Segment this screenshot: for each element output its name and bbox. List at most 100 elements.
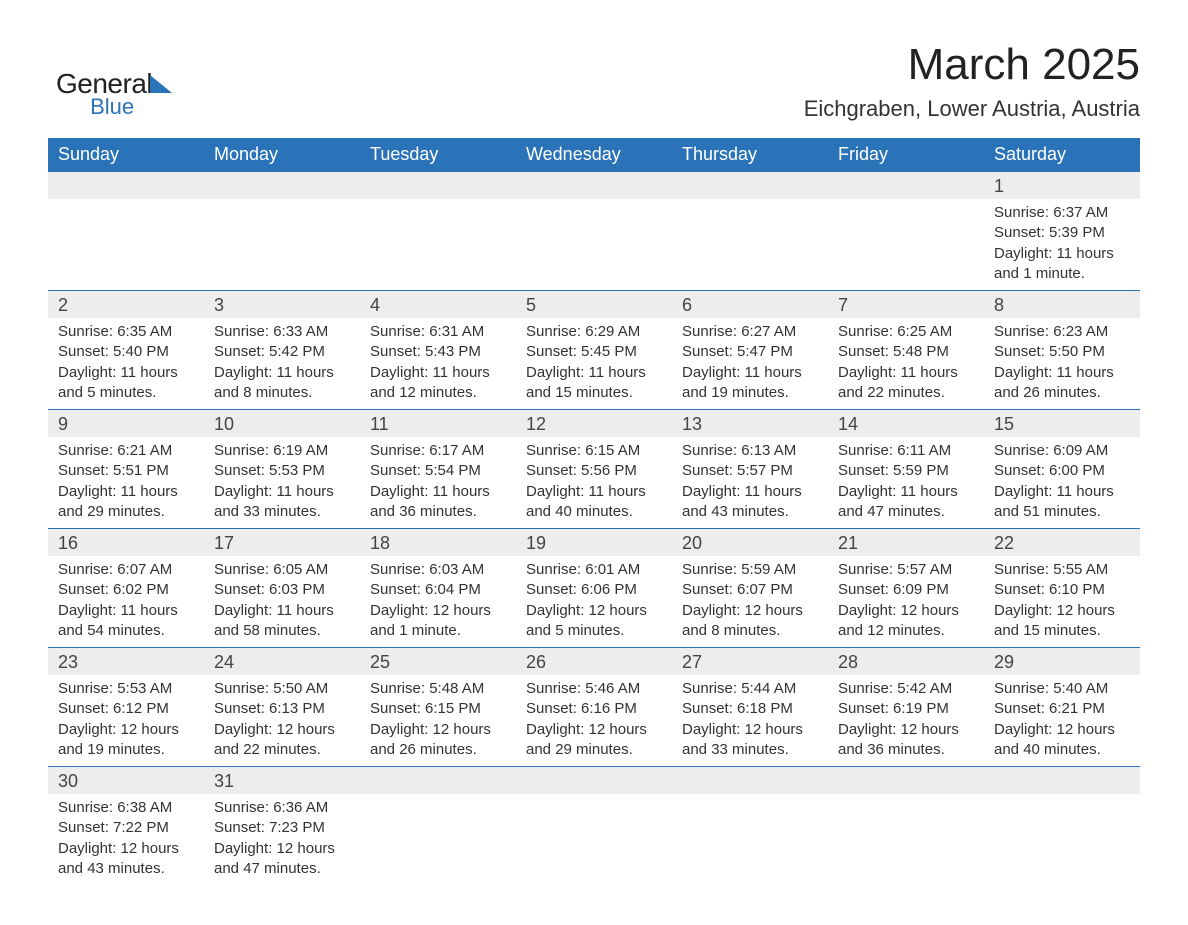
sunset-line: Sunset: 6:07 PM [682,580,818,600]
sunset-label: Sunset: [838,462,889,479]
day-details: Sunrise: 6:33 AMSunset: 5:42 PMDaylight:… [204,318,360,409]
sunset-line: Sunset: 6:19 PM [838,699,974,719]
sunrise-label: Sunrise: [838,323,893,340]
calendar-table: SundayMondayTuesdayWednesdayThursdayFrid… [48,138,1140,885]
daylight-label: Daylight: [682,602,740,619]
sunset-label: Sunset: [58,581,109,598]
sunset-value: 5:59 PM [893,462,949,479]
daylight-label: Daylight: [838,721,896,738]
sunset-value: 5:50 PM [1049,343,1105,360]
weekday-header: Wednesday [516,138,672,172]
empty-cell [828,172,984,291]
daylight-line: Daylight: 12 hours and 22 minutes. [214,720,350,761]
day-cell: 8Sunrise: 6:23 AMSunset: 5:50 PMDaylight… [984,291,1140,410]
sunset-label: Sunset: [526,462,577,479]
day-cell: 23Sunrise: 5:53 AMSunset: 6:12 PMDayligh… [48,648,204,767]
location-text: Eichgraben, Lower Austria, Austria [804,96,1140,122]
sunset-value: 6:02 PM [113,581,169,598]
sunrise-line: Sunrise: 5:50 AM [214,679,350,699]
sunset-label: Sunset: [994,224,1045,241]
sunset-line: Sunset: 6:18 PM [682,699,818,719]
day-details: Sunrise: 6:05 AMSunset: 6:03 PMDaylight:… [204,556,360,647]
empty-cell [48,172,204,291]
day-details: Sunrise: 6:19 AMSunset: 5:53 PMDaylight:… [204,437,360,528]
daylight-label: Daylight: [214,602,272,619]
day-number [360,767,516,794]
sunrise-value: 5:57 AM [897,561,952,578]
daylight-label: Daylight: [58,602,116,619]
sunrise-line: Sunrise: 5:42 AM [838,679,974,699]
day-number [984,767,1140,794]
day-details: Sunrise: 6:31 AMSunset: 5:43 PMDaylight:… [360,318,516,409]
sunset-label: Sunset: [682,462,733,479]
sunrise-line: Sunrise: 6:35 AM [58,322,194,342]
daylight-line: Daylight: 11 hours and 58 minutes. [214,601,350,642]
sunrise-value: 5:46 AM [585,680,640,697]
day-number [48,172,204,199]
empty-cell [828,767,984,886]
sunset-value: 6:00 PM [1049,462,1105,479]
day-cell: 26Sunrise: 5:46 AMSunset: 6:16 PMDayligh… [516,648,672,767]
day-cell: 1Sunrise: 6:37 AMSunset: 5:39 PMDaylight… [984,172,1140,291]
sunset-value: 5:56 PM [581,462,637,479]
sunrise-value: 6:29 AM [585,323,640,340]
sunset-line: Sunset: 5:50 PM [994,342,1130,362]
sunset-label: Sunset: [682,581,733,598]
sunrise-label: Sunrise: [682,561,737,578]
day-cell: 4Sunrise: 6:31 AMSunset: 5:43 PMDaylight… [360,291,516,410]
day-details: Sunrise: 5:59 AMSunset: 6:07 PMDaylight:… [672,556,828,647]
sunrise-line: Sunrise: 6:29 AM [526,322,662,342]
sunrise-line: Sunrise: 6:07 AM [58,560,194,580]
day-details: Sunrise: 6:25 AMSunset: 5:48 PMDaylight:… [828,318,984,409]
sunset-label: Sunset: [994,581,1045,598]
daylight-label: Daylight: [838,602,896,619]
daylight-line: Daylight: 11 hours and 26 minutes. [994,363,1130,404]
sunset-label: Sunset: [370,343,421,360]
sunrise-line: Sunrise: 6:19 AM [214,441,350,461]
day-details: Sunrise: 5:44 AMSunset: 6:18 PMDaylight:… [672,675,828,766]
sunset-line: Sunset: 6:21 PM [994,699,1130,719]
sunrise-value: 6:13 AM [741,442,796,459]
sunset-value: 6:18 PM [737,700,793,717]
sunrise-value: 6:19 AM [273,442,328,459]
daylight-line: Daylight: 11 hours and 15 minutes. [526,363,662,404]
sunrise-line: Sunrise: 6:13 AM [682,441,818,461]
day-number: 16 [48,529,204,556]
sunset-value: 5:40 PM [113,343,169,360]
sunrise-line: Sunrise: 6:33 AM [214,322,350,342]
daylight-label: Daylight: [526,721,584,738]
day-cell: 9Sunrise: 6:21 AMSunset: 5:51 PMDaylight… [48,410,204,529]
day-number [672,767,828,794]
sunrise-line: Sunrise: 6:36 AM [214,798,350,818]
sunrise-label: Sunrise: [370,323,425,340]
daylight-label: Daylight: [370,602,428,619]
sunrise-line: Sunrise: 6:01 AM [526,560,662,580]
sunrise-line: Sunrise: 5:40 AM [994,679,1130,699]
sunrise-line: Sunrise: 6:25 AM [838,322,974,342]
sunrise-line: Sunrise: 5:57 AM [838,560,974,580]
empty-cell [984,767,1140,886]
day-number: 17 [204,529,360,556]
sunset-line: Sunset: 5:43 PM [370,342,506,362]
day-cell: 21Sunrise: 5:57 AMSunset: 6:09 PMDayligh… [828,529,984,648]
daylight-label: Daylight: [994,364,1052,381]
daylight-label: Daylight: [58,364,116,381]
sunset-label: Sunset: [838,700,889,717]
daylight-label: Daylight: [214,364,272,381]
sunset-value: 6:04 PM [425,581,481,598]
daylight-label: Daylight: [994,721,1052,738]
day-details: Sunrise: 6:37 AMSunset: 5:39 PMDaylight:… [984,199,1140,290]
sunrise-label: Sunrise: [526,561,581,578]
day-cell: 24Sunrise: 5:50 AMSunset: 6:13 PMDayligh… [204,648,360,767]
day-number: 23 [48,648,204,675]
day-cell: 17Sunrise: 6:05 AMSunset: 6:03 PMDayligh… [204,529,360,648]
day-number: 3 [204,291,360,318]
sunset-line: Sunset: 6:00 PM [994,461,1130,481]
day-cell: 5Sunrise: 6:29 AMSunset: 5:45 PMDaylight… [516,291,672,410]
day-cell: 10Sunrise: 6:19 AMSunset: 5:53 PMDayligh… [204,410,360,529]
day-number: 26 [516,648,672,675]
daylight-label: Daylight: [58,721,116,738]
sunset-label: Sunset: [214,819,265,836]
sunrise-label: Sunrise: [58,799,113,816]
sunrise-value: 5:53 AM [117,680,172,697]
